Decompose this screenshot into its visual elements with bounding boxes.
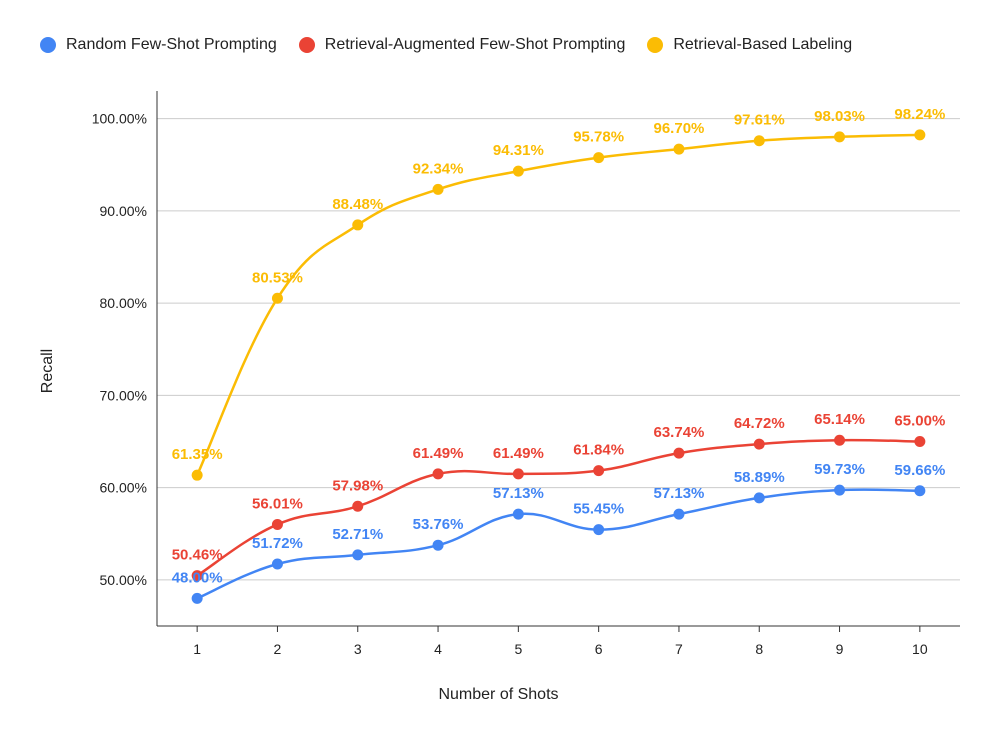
data-point-retrieval-augmented xyxy=(593,465,605,477)
y-axis-title: Recall xyxy=(39,348,56,394)
legend-dot-retrieval-based xyxy=(647,37,664,53)
data-point-random xyxy=(753,492,765,504)
x-tick-label: 3 xyxy=(354,641,362,657)
data-point-random xyxy=(512,508,524,520)
data-point-random xyxy=(834,484,846,496)
data-point-retrieval-augmented xyxy=(834,434,846,446)
data-point-random xyxy=(593,524,605,536)
x-tick-label: 6 xyxy=(595,641,603,657)
data-label-random: 53.76% xyxy=(413,516,464,533)
data-label-retrieval-based: 61.35% xyxy=(172,446,223,463)
data-label-retrieval-based: 92.34% xyxy=(413,160,464,177)
x-axis-title: Number of Shots xyxy=(438,686,559,703)
data-label-random: 55.45% xyxy=(573,501,624,518)
axes xyxy=(156,91,960,632)
y-tick-labels: 50.00% 60.00% 70.00% 80.00% 90.00% 100.00% xyxy=(92,111,147,588)
data-label-retrieval-augmented: 64.72% xyxy=(734,415,785,432)
data-point-retrieval-based xyxy=(673,143,685,155)
y-tick-label: 100.00% xyxy=(92,111,147,127)
y-tick-label: 80.00% xyxy=(100,295,147,311)
data-label-retrieval-based: 98.24% xyxy=(894,106,945,123)
data-point-retrieval-augmented xyxy=(191,570,203,582)
x-tick-label: 9 xyxy=(836,641,844,657)
legend-item-retrieval-based: Retrieval-Based Labeling xyxy=(647,36,852,54)
data-label-retrieval-augmented: 61.84% xyxy=(573,442,624,459)
data-point-random xyxy=(191,592,203,604)
legend-label-random: Random Few-Shot Prompting xyxy=(66,36,277,53)
data-point-retrieval-based xyxy=(432,183,444,195)
data-label-random: 59.73% xyxy=(814,461,865,478)
data-label-retrieval-based: 95.78% xyxy=(573,129,624,146)
data-label-retrieval-based: 88.48% xyxy=(332,196,383,213)
data-point-retrieval-based xyxy=(914,129,926,141)
data-point-retrieval-augmented xyxy=(673,447,685,459)
data-label-retrieval-based: 98.03% xyxy=(814,108,865,125)
series-line-random xyxy=(196,488,920,600)
x-tick-label: 5 xyxy=(514,641,522,657)
data-point-retrieval-augmented xyxy=(432,468,444,480)
data-label-retrieval-augmented: 56.01% xyxy=(252,495,303,512)
x-tick-label: 8 xyxy=(755,641,763,657)
data-label-retrieval-augmented: 50.46% xyxy=(172,547,223,564)
legend-item-random: Random Few-Shot Prompting xyxy=(40,36,277,54)
data-point-retrieval-augmented xyxy=(753,438,765,450)
data-label-retrieval-augmented: 65.00% xyxy=(894,413,945,430)
legend-item-retrieval-augmented: Retrieval-Augmented Few-Shot Prompting xyxy=(298,36,626,54)
data-point-retrieval-based xyxy=(753,135,765,147)
data-point-random xyxy=(352,549,364,561)
chart-legend: Random Few-Shot Prompting Retrieval-Augm… xyxy=(40,36,874,54)
data-label-retrieval-based: 94.31% xyxy=(493,142,544,159)
x-tick-labels: 1 2 3 4 5 6 7 8 9 10 xyxy=(193,641,928,657)
x-tick-label: 10 xyxy=(912,641,928,657)
legend-label-retrieval-augmented: Retrieval-Augmented Few-Shot Prompting xyxy=(324,36,626,53)
data-point-random xyxy=(271,558,283,570)
legend-label-retrieval-based: Retrieval-Based Labeling xyxy=(673,36,853,53)
series-line-retrieval-augmented xyxy=(196,438,920,577)
legend-dot-retrieval-augmented xyxy=(298,37,315,53)
series-line-retrieval-based xyxy=(196,133,920,476)
x-tick-label: 4 xyxy=(434,641,442,657)
data-point-retrieval-based xyxy=(271,292,283,304)
data-point-retrieval-augmented xyxy=(271,518,283,530)
y-tick-label: 60.00% xyxy=(100,480,147,496)
data-point-retrieval-based xyxy=(191,469,203,481)
data-label-random: 58.89% xyxy=(734,469,785,486)
data-label-random: 57.13% xyxy=(654,485,705,502)
data-point-retrieval-based xyxy=(512,165,524,177)
data-label-random: 57.13% xyxy=(493,485,544,502)
data-label-retrieval-based: 96.70% xyxy=(654,120,705,137)
data-label-retrieval-based: 80.53% xyxy=(252,269,303,286)
data-point-retrieval-based xyxy=(593,152,605,164)
data-point-retrieval-augmented xyxy=(352,500,364,512)
series-lines xyxy=(196,133,920,600)
data-point-random xyxy=(914,485,926,497)
data-label-random: 51.72% xyxy=(252,535,303,552)
data-point-random xyxy=(432,539,444,551)
x-tick-label: 2 xyxy=(274,641,282,657)
data-point-retrieval-based xyxy=(834,131,846,143)
y-tick-label: 90.00% xyxy=(100,203,147,219)
data-label-random: 48.00% xyxy=(172,569,223,586)
data-point-retrieval-augmented xyxy=(914,436,926,448)
data-label-retrieval-based: 97.61% xyxy=(734,112,785,129)
data-label-random: 52.71% xyxy=(332,526,383,543)
data-label-retrieval-augmented: 61.49% xyxy=(493,445,544,462)
data-label-retrieval-augmented: 65.14% xyxy=(814,411,865,428)
gridlines xyxy=(157,118,960,581)
data-label-retrieval-augmented: 61.49% xyxy=(413,445,464,462)
data-labels: 48.00% 51.72% 52.71% 53.76% 57.13% 55.45% 57.1… xyxy=(172,106,946,586)
data-point-retrieval-augmented xyxy=(512,468,524,480)
x-tick-label: 7 xyxy=(675,641,683,657)
x-tick-label: 1 xyxy=(193,641,201,657)
legend-dot-random xyxy=(40,37,56,53)
data-point-random xyxy=(673,508,685,520)
data-label-retrieval-augmented: 57.98% xyxy=(332,477,383,494)
data-label-retrieval-augmented: 63.74% xyxy=(654,424,705,441)
data-label-random: 59.66% xyxy=(894,462,945,479)
data-point-retrieval-based xyxy=(352,219,364,231)
y-tick-label: 50.00% xyxy=(100,572,147,588)
y-tick-label: 70.00% xyxy=(100,387,147,403)
series-points xyxy=(191,129,926,604)
